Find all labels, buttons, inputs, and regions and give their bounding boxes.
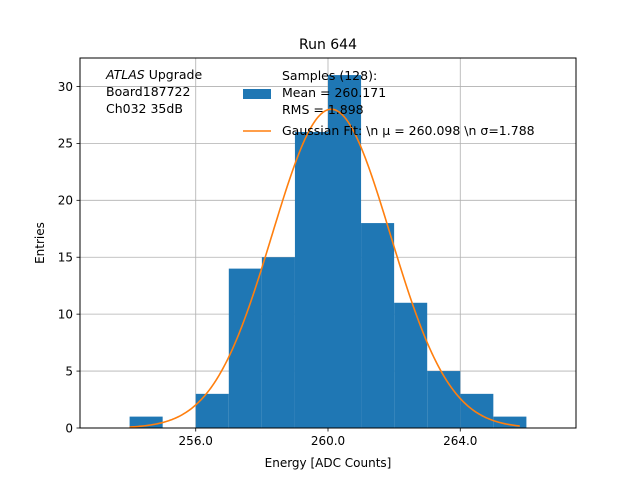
x-axis-label: Energy [ADC Counts] — [265, 456, 392, 470]
y-axis-ticks: 0 5 10 15 20 25 30 — [58, 80, 80, 435]
histogram-bar — [361, 223, 395, 428]
legend-swatch-histogram — [243, 89, 271, 99]
x-axis-ticks: 256.0 260.0 264.0 — [179, 428, 477, 448]
annotation-text: Ch032 35dB — [106, 101, 183, 116]
atlas-annotation: ATLAS Upgrade Board187722 Ch032 35dB — [105, 67, 202, 116]
y-tick-label: 25 — [58, 137, 73, 151]
histogram-bar — [228, 268, 262, 428]
histogram-bar — [294, 132, 328, 428]
y-axis-label: Entries — [33, 222, 47, 264]
annotation-line: ATLAS Upgrade — [105, 67, 202, 82]
y-tick-label: 5 — [65, 364, 73, 378]
histogram-bar — [427, 371, 461, 428]
annotation-line: Ch032 35dB — [106, 101, 183, 116]
legend-label-histogram: Samples (128): — [282, 68, 377, 83]
annotation-italic: ATLAS — [105, 67, 145, 82]
legend-label-histogram: RMS = 1.898 — [282, 102, 364, 117]
y-tick-label: 20 — [58, 194, 73, 208]
x-tick-label: 264.0 — [443, 434, 477, 448]
legend-label-histogram: Mean = 260.171 — [282, 85, 386, 100]
annotation-text: Board187722 — [106, 84, 190, 99]
histogram-bar — [195, 393, 229, 428]
gaussian-fit-line — [129, 108, 520, 428]
histogram-bar — [129, 416, 163, 428]
histogram-bars — [129, 75, 527, 429]
x-tick-label: 260.0 — [311, 434, 345, 448]
legend: Samples (128): Mean = 260.171 RMS = 1.89… — [243, 68, 535, 138]
annotation-line: Board187722 — [106, 84, 190, 99]
legend-label-fit: Gaussian Fit: \n μ = 260.098 \n σ=1.788 — [282, 123, 535, 138]
histogram-bar — [394, 302, 428, 428]
annotation-text: Upgrade — [145, 67, 203, 82]
histogram-bar — [493, 416, 527, 428]
x-tick-label: 256.0 — [179, 434, 213, 448]
fit-curve-group — [129, 108, 520, 428]
y-tick-label: 0 — [65, 421, 73, 435]
y-tick-label: 15 — [58, 251, 73, 265]
histogram-bar — [460, 393, 494, 428]
y-tick-label: 30 — [58, 80, 73, 94]
chart-title: Run 644 — [299, 37, 357, 53]
histogram-bar — [261, 257, 295, 428]
y-tick-label: 10 — [58, 307, 73, 321]
